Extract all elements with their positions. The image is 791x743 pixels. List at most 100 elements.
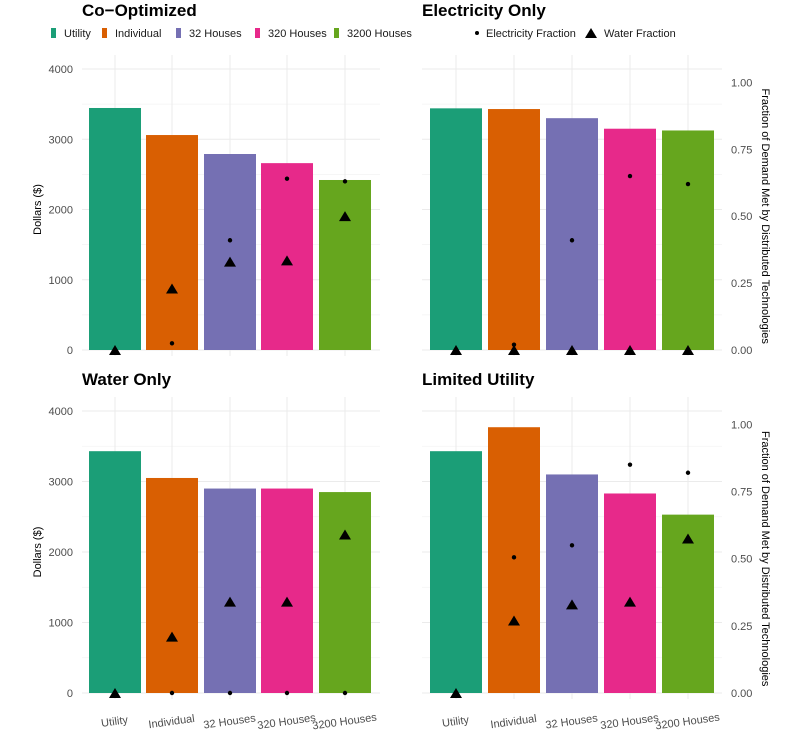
- electricity-fraction-point: [284, 176, 290, 181]
- x-tick-label: 320 Houses: [257, 712, 317, 732]
- panel-water-only: Water Only 0 1000 2000 3000 4000 Dollars ($) Ut…: [32, 370, 380, 732]
- bar[interactable]: [89, 107, 141, 351]
- legend-triangle-icon: [585, 28, 597, 38]
- electricity-fraction-point: [227, 238, 233, 243]
- bar[interactable]: [546, 118, 598, 350]
- water-fraction-point: [166, 631, 178, 642]
- water-fraction-point: [109, 345, 121, 355]
- electricity-fraction-point: [569, 543, 575, 548]
- bar[interactable]: [488, 427, 540, 693]
- panel-title: Electricity Only: [422, 1, 546, 20]
- water-fraction-point: [624, 596, 636, 607]
- x-tick-label: 32 Houses: [203, 712, 257, 731]
- electricity-fraction-point: [569, 238, 575, 243]
- y-tick-label: 4000: [49, 64, 73, 76]
- x-tick-label: 320 Houses: [600, 712, 660, 732]
- legend: Utility Individual 32 Houses 320 Houses 3200…: [51, 28, 676, 40]
- water-fraction-point: [224, 256, 236, 267]
- electricity-fraction-point: [627, 462, 633, 467]
- panel-title: Limited Utility: [422, 370, 535, 389]
- bar[interactable]: [604, 128, 656, 350]
- water-fraction-point: [450, 345, 462, 355]
- water-fraction-point: [339, 529, 351, 540]
- panel-title: Water Only: [82, 370, 172, 389]
- y2-tick-label: 0.50: [731, 554, 752, 566]
- water-fraction-point: [224, 596, 236, 607]
- electricity-fraction-point: [227, 690, 233, 696]
- bar[interactable]: [319, 179, 371, 350]
- y-tick-label: 2000: [49, 547, 73, 559]
- electricity-fraction-point: [685, 470, 691, 475]
- y2-tick-label: 1.00: [731, 77, 752, 89]
- y-tick-label: 0: [67, 688, 73, 700]
- electricity-fraction-point: [284, 690, 290, 696]
- legend-swatch: [255, 28, 260, 38]
- bar[interactable]: [204, 154, 256, 350]
- x-tick-label: Utility: [100, 714, 129, 730]
- water-fraction-point: [682, 345, 694, 355]
- bar[interactable]: [662, 514, 714, 693]
- legend-swatch: [102, 28, 107, 38]
- legend-item: Individual: [102, 28, 161, 40]
- y-tick-label: 1000: [49, 275, 73, 287]
- panel-title: Co−Optimized: [82, 1, 197, 20]
- water-fraction-point: [682, 533, 694, 544]
- legend-item-electricity: Electricity Fraction: [475, 28, 576, 40]
- y2-tick-label: 0.25: [731, 621, 752, 633]
- bar[interactable]: [261, 488, 313, 693]
- y-tick-label: 4000: [49, 406, 73, 418]
- bar[interactable]: [488, 109, 540, 350]
- bar[interactable]: [546, 474, 598, 693]
- legend-label: Water Fraction: [604, 28, 676, 40]
- legend-item: Utility: [51, 28, 91, 40]
- water-fraction-point: [508, 615, 520, 626]
- y2-tick-label: 0.75: [731, 487, 752, 499]
- x-tick-label: 3200 Houses: [312, 712, 378, 733]
- water-fraction-point: [281, 596, 293, 607]
- legend-label: Electricity Fraction: [486, 28, 576, 40]
- y2-tick-label: 0.00: [731, 688, 752, 700]
- water-fraction-point: [450, 688, 462, 698]
- legend-label: Individual: [115, 28, 161, 40]
- bar[interactable]: [146, 477, 198, 693]
- bar[interactable]: [89, 451, 141, 693]
- electricity-fraction-point: [627, 173, 633, 179]
- panel-co-optimized: Co−Optimized 0 1000 2000 3000 4000 Dollars ($): [32, 1, 380, 357]
- bar[interactable]: [204, 488, 256, 693]
- x-tick-label: 3200 Houses: [655, 712, 721, 733]
- legend-label: 32 Houses: [189, 28, 242, 40]
- y2-tick-label: 1.00: [731, 419, 752, 431]
- bar[interactable]: [662, 130, 714, 350]
- water-fraction-point: [281, 255, 293, 266]
- x-tick-label: 32 Houses: [545, 712, 599, 731]
- water-fraction-point: [508, 345, 520, 355]
- y2-tick-label: 0.25: [731, 278, 752, 290]
- water-fraction-point: [624, 345, 636, 355]
- electricity-fraction-point: [169, 341, 175, 346]
- legend-dot-icon: [475, 31, 479, 35]
- panels: Co−Optimized 0 1000 2000 3000 4000 Dollars ($)…: [32, 1, 771, 732]
- electricity-fraction-point: [511, 342, 517, 347]
- bar[interactable]: [430, 451, 482, 693]
- x-tick-label: Individual: [148, 713, 196, 731]
- water-fraction-point: [339, 211, 351, 222]
- electricity-fraction-point: [511, 555, 517, 560]
- bar[interactable]: [430, 108, 482, 350]
- water-fraction-point: [566, 345, 578, 355]
- water-fraction-point: [109, 688, 121, 698]
- electricity-fraction-point: [169, 690, 175, 696]
- panel-electricity-only: Electricity Only 0.00 0.25 0.50 0.75 1.00 Frac…: [422, 1, 771, 357]
- bar[interactable]: [146, 135, 198, 350]
- y2-tick-label: 0.50: [731, 211, 752, 223]
- x-tick-label: Individual: [490, 713, 538, 731]
- bar[interactable]: [604, 493, 656, 693]
- bar[interactable]: [319, 492, 371, 693]
- y-tick-label: 3000: [49, 477, 73, 489]
- y2-axis-title: Fraction of Demand Met by Distributed Te…: [759, 431, 771, 687]
- legend-swatch: [176, 28, 181, 38]
- electricity-fraction-point: [342, 690, 348, 696]
- legend-swatch: [334, 28, 339, 38]
- y-axis-title: Dollars ($): [32, 527, 44, 578]
- legend-item: 32 Houses: [176, 28, 242, 40]
